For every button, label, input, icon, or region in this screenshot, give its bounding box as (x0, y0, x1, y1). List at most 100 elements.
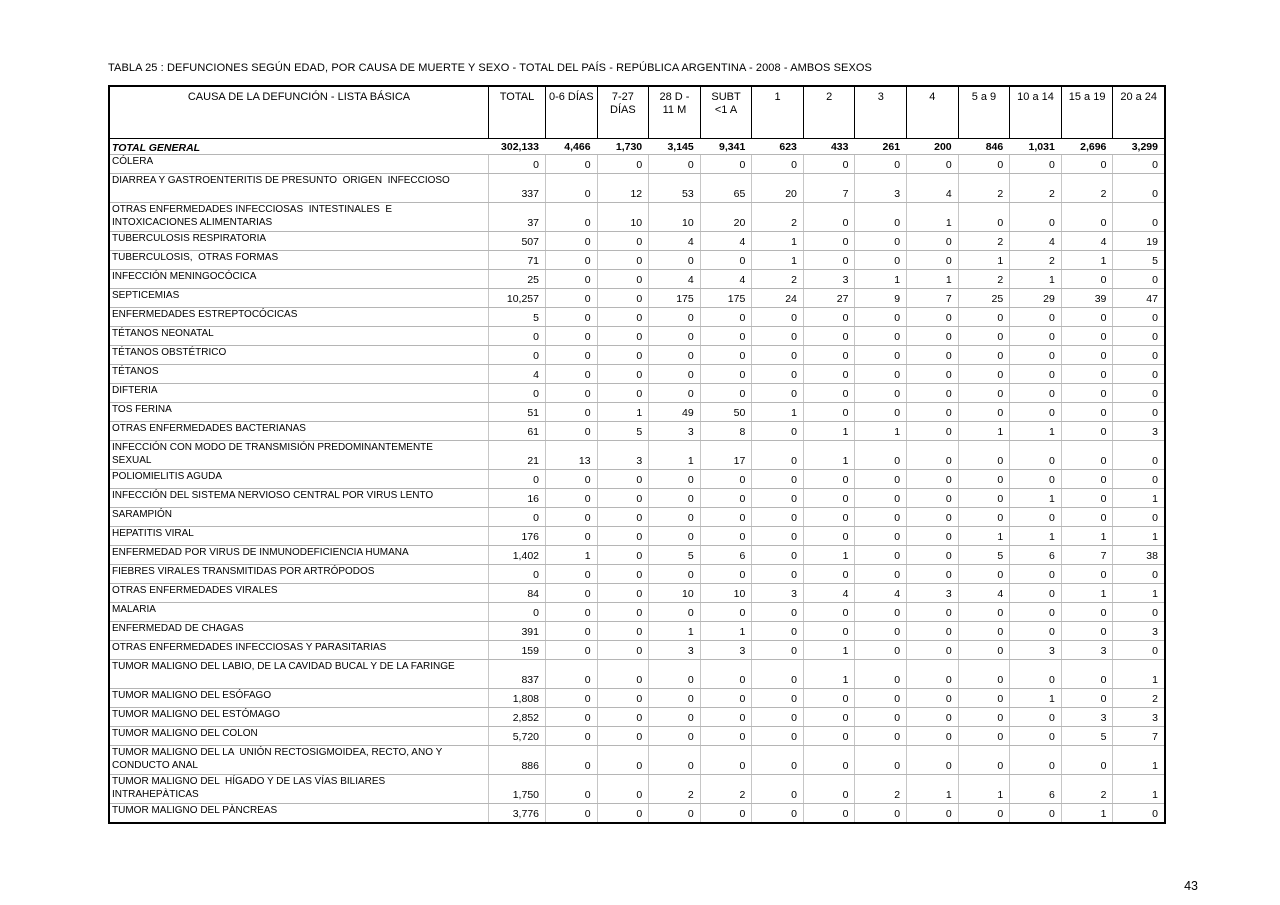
cell-value: 0 (906, 327, 958, 345)
cell-value: 0 (488, 470, 545, 488)
cell-value: 0 (545, 689, 597, 707)
cell-value: 53 (648, 174, 700, 202)
total-general-label: TOTAL GENERAL (112, 142, 201, 154)
cell-value: 175 (699, 289, 752, 307)
cell-value: 0 (648, 155, 700, 173)
cell-value: 0 (751, 727, 803, 745)
cell-value: 0 (1112, 365, 1164, 383)
column-header-9: 4 (906, 87, 958, 138)
cell-value: 20 (699, 203, 752, 231)
row-label: MALARIA (112, 604, 156, 615)
cell-value: 159 (488, 641, 545, 659)
cell-value: 25 (957, 289, 1010, 307)
cell-value: 886 (488, 746, 545, 774)
cell-value: 0 (854, 155, 906, 173)
cell-value: 0 (699, 508, 752, 526)
cell-value: 21 (488, 441, 545, 469)
cell-value: 1 (1112, 584, 1164, 602)
cell-value: 0 (957, 346, 1010, 364)
cell-value: 0 (854, 641, 906, 659)
cell-value: 0 (1060, 384, 1113, 402)
cell-value: 0 (957, 508, 1010, 526)
cell-value: 0 (699, 155, 752, 173)
cell-value: 4 (488, 365, 545, 383)
row-label: DIARREA Y GASTROENTERITIS DE PRESUNTO OR… (112, 175, 450, 186)
cell-value: 1 (1009, 527, 1061, 545)
cell-value: 0 (596, 546, 649, 564)
cell-value: 0 (545, 470, 597, 488)
cell-value: 0 (854, 708, 906, 726)
table-row: OTRAS ENFERMEDADES BACTERIANAS 61 0 5 3 8 0 1 1 0… (110, 421, 1164, 440)
cell-value: 3 (1112, 708, 1164, 726)
cell-value: 0 (906, 155, 958, 173)
cell-value: 0 (751, 622, 803, 640)
cell-value: 3,776 (488, 804, 545, 822)
table-row: TUMOR MALIGNO DEL LABIO, DE LA CAVIDAD B… (110, 659, 1164, 688)
cell-value: 2 (751, 203, 803, 231)
cell-value: 0 (1060, 622, 1113, 640)
cell-value: 4 (1060, 232, 1113, 250)
total-general-row: TOTAL GENERAL 302,133 4,466 1,730 3,145 9,34… (110, 139, 1164, 154)
cell-value: 0 (648, 508, 700, 526)
cell-value: 0 (854, 441, 906, 469)
cell-value: 0 (854, 603, 906, 621)
cell-value: 0 (906, 746, 958, 774)
cell-value: 0 (596, 508, 649, 526)
cell-value: 0 (596, 727, 649, 745)
row-label: TUMOR MALIGNO DEL LA UNIÓN RECTOSIGMOIDE… (112, 747, 443, 771)
cell-value: 0 (854, 565, 906, 583)
cell-value: 0 (545, 746, 597, 774)
table-row: SEPTICEMIAS 10,257 0 0 175 175 24 27 9 7 25 29 39 47 (110, 288, 1164, 307)
column-header-1: TOTAL (488, 87, 545, 138)
cell-value: 0 (1009, 384, 1061, 402)
table-row: HEPATITIS VIRAL 176 0 0 0 0 0 0 0 0 1 1 1 1 (110, 526, 1164, 545)
cell-value: 1 (1112, 660, 1164, 688)
cell-value: 1 (957, 775, 1010, 803)
cell-value: 0 (854, 203, 906, 231)
cell-value: 0 (488, 603, 545, 621)
total-cell-value: 1,730 (615, 141, 643, 153)
cell-value: 0 (751, 508, 803, 526)
cell-value: 0 (802, 346, 855, 364)
cell-value: 0 (854, 489, 906, 507)
cell-value: 0 (1009, 727, 1061, 745)
cell-value: 0 (596, 289, 649, 307)
cell-value: 0 (545, 155, 597, 173)
row-label: FIEBRES VIRALES TRANSMITIDAS POR ARTRÓPO… (112, 566, 375, 577)
cell-value: 0 (1060, 565, 1113, 583)
cell-value: 0 (545, 327, 597, 345)
table-row: ENFERMEDADES ESTREPTOCÓCICAS 5 0 0 0 0 0 0 0 0 0 0 0… (110, 307, 1164, 326)
cell-value: 1 (802, 546, 855, 564)
cell-value: 1 (906, 270, 958, 288)
cell-value: 0 (906, 346, 958, 364)
row-label: TÉTANOS (112, 366, 159, 377)
cell-value: 0 (545, 174, 597, 202)
cell-value: 0 (1112, 565, 1164, 583)
row-label: INFECCIÓN MENINGOCÓCICA (112, 271, 257, 282)
cell-value: 2 (957, 270, 1010, 288)
cell-value: 0 (751, 470, 803, 488)
cell-value: 0 (854, 384, 906, 402)
row-label: OTRAS ENFERMEDADES INFECCIOSAS INTESTINA… (112, 204, 393, 228)
cell-value: 4 (854, 584, 906, 602)
cell-value: 8 (699, 422, 752, 440)
cell-value: 1,808 (488, 689, 545, 707)
cell-value: 2 (648, 775, 700, 803)
cell-value: 0 (957, 603, 1010, 621)
cell-value: 5 (488, 308, 545, 326)
cell-value: 0 (545, 804, 597, 822)
cell-value: 20 (751, 174, 803, 202)
cell-value: 0 (545, 232, 597, 250)
cell-value: 0 (1009, 470, 1061, 488)
cell-value: 39 (1060, 289, 1113, 307)
column-header-5: SUBT <1 A (699, 87, 752, 138)
cell-value: 0 (699, 565, 752, 583)
cell-value: 0 (802, 775, 855, 803)
row-label: TUMOR MALIGNO DEL ESÓFAGO (112, 690, 272, 701)
column-header-3: 7-27 DÍAS (596, 87, 649, 138)
row-label: POLIOMIELITIS AGUDA (112, 471, 223, 482)
cell-value: 0 (802, 804, 855, 822)
cell-value: 0 (545, 489, 597, 507)
cell-value: 7 (1060, 546, 1113, 564)
cell-value: 0 (751, 603, 803, 621)
